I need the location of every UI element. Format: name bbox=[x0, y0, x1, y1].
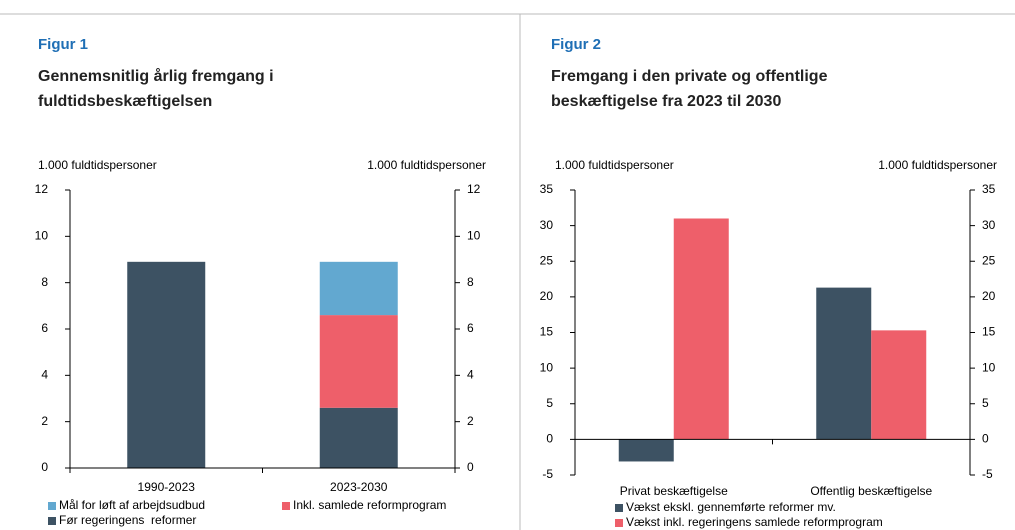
y-tick-label: 4 bbox=[41, 368, 48, 382]
y-tick-label: 8 bbox=[41, 275, 48, 289]
legend-swatch bbox=[615, 519, 623, 527]
y-tick-label: 10 bbox=[35, 229, 49, 243]
y2-tick-label: 0 bbox=[467, 460, 474, 474]
bar bbox=[319, 315, 398, 408]
legend-label: Mål for løft af arbejdsudbud bbox=[59, 498, 205, 512]
y-tick-label: 10 bbox=[540, 360, 554, 374]
y-axis-label: 1.000 fuldtidspersoner bbox=[555, 158, 674, 172]
x-tick-label: 1990-2023 bbox=[138, 480, 196, 494]
bar bbox=[127, 261, 206, 468]
y-tick-label: 12 bbox=[35, 182, 49, 196]
legend-swatch bbox=[48, 517, 56, 525]
y2-tick-label: 35 bbox=[982, 182, 996, 196]
y-tick-label: 15 bbox=[540, 325, 554, 339]
legend-swatch bbox=[48, 502, 56, 510]
y2-tick-label: 8 bbox=[467, 275, 474, 289]
legend-swatch bbox=[615, 504, 623, 512]
y2-tick-label: 15 bbox=[982, 325, 996, 339]
legend-label: Før regeringens reformer bbox=[59, 513, 196, 527]
y2-tick-label: 4 bbox=[467, 368, 474, 382]
y-tick-label: 35 bbox=[540, 182, 554, 196]
y2-tick-label: 10 bbox=[467, 229, 481, 243]
chart-title: Gennemsnitlig årlig fremgang i fuldtidsb… bbox=[38, 68, 274, 110]
y2-tick-label: 10 bbox=[982, 360, 996, 374]
y2-tick-label: 5 bbox=[982, 396, 989, 410]
y-tick-label: 25 bbox=[540, 253, 554, 267]
y-tick-label: -5 bbox=[542, 467, 553, 481]
bar bbox=[319, 407, 398, 468]
y-tick-label: 0 bbox=[41, 460, 48, 474]
x-tick-label: Privat beskæftigelse bbox=[620, 484, 728, 498]
y-axis-label: 1.000 fuldtidspersoner bbox=[38, 158, 157, 172]
y-tick-label: 30 bbox=[540, 218, 554, 232]
y2-tick-label: 30 bbox=[982, 218, 996, 232]
y2-axis-label: 1.000 fuldtidspersoner bbox=[367, 158, 486, 172]
legend-swatch bbox=[282, 502, 290, 510]
y2-axis-label: 1.000 fuldtidspersoner bbox=[878, 158, 997, 172]
figure-label: Figur 2 bbox=[551, 36, 602, 53]
y2-tick-label: 6 bbox=[467, 321, 474, 335]
y2-tick-label: 20 bbox=[982, 289, 996, 303]
legend-label: Inkl. samlede reformprogram bbox=[293, 498, 446, 512]
bar bbox=[618, 439, 674, 462]
y-tick-label: 2 bbox=[41, 414, 48, 428]
figure-label: Figur 1 bbox=[38, 36, 89, 53]
y-tick-label: 0 bbox=[546, 432, 553, 446]
bar bbox=[673, 218, 729, 440]
bar bbox=[319, 261, 398, 316]
y-tick-label: 6 bbox=[41, 321, 48, 335]
y2-tick-label: 25 bbox=[982, 253, 996, 267]
y2-tick-label: 12 bbox=[467, 182, 481, 196]
bar bbox=[871, 330, 927, 440]
legend-label: Vækst inkl. regeringens samlede reformpr… bbox=[626, 515, 883, 529]
bar bbox=[816, 287, 872, 440]
y-tick-label: 20 bbox=[540, 289, 554, 303]
y2-tick-label: 2 bbox=[467, 414, 474, 428]
chart-title: Fremgang i den private og offentlige bes… bbox=[551, 68, 828, 110]
x-tick-label: 2023-2030 bbox=[330, 480, 388, 494]
x-tick-label: Offentlig beskæftigelse bbox=[810, 484, 932, 498]
y2-tick-label: -5 bbox=[982, 467, 993, 481]
y-tick-label: 5 bbox=[546, 396, 553, 410]
legend-label: Vækst ekskl. gennemførte reformer mv. bbox=[626, 500, 836, 514]
y2-tick-label: 0 bbox=[982, 432, 989, 446]
